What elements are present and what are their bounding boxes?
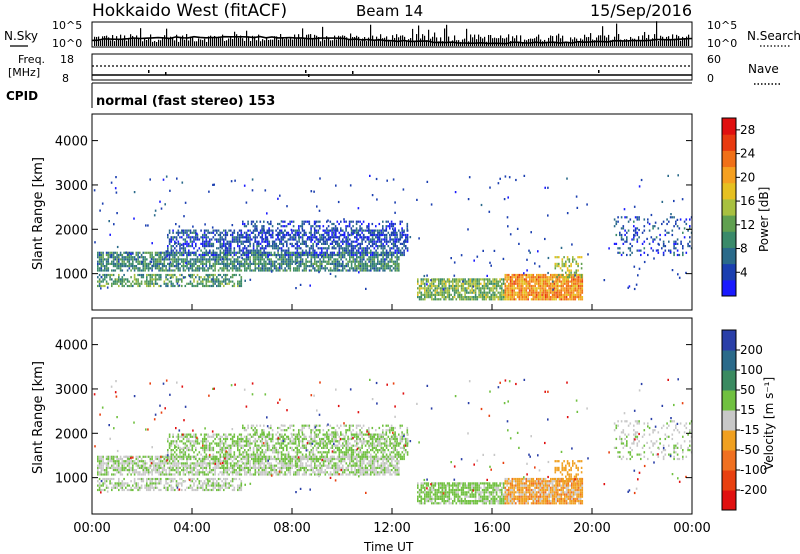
freq-tick-low: 8 bbox=[62, 72, 69, 85]
x-axis-label: Time UT bbox=[363, 540, 414, 554]
power-colorbar-swatch-6 bbox=[722, 182, 736, 200]
noise-tick-high-right: 10^5 bbox=[707, 19, 737, 32]
freq-unit: [MHz] bbox=[8, 66, 40, 79]
power-colorbar-label: Power [dB] bbox=[757, 187, 771, 252]
velocity-y-tick-label-0: 1000 bbox=[55, 472, 88, 487]
velocity-colorbar-tick-0: 200 bbox=[740, 343, 763, 357]
power-colorbar-tick-1: 8 bbox=[740, 242, 748, 256]
velocity-heatmap-cells bbox=[93, 378, 693, 505]
power-colorbar-swatch-5 bbox=[722, 198, 736, 216]
power-heatmap-cells bbox=[93, 174, 693, 301]
velocity-y-axis: 1000 2000 3000 4000 bbox=[55, 339, 692, 487]
velocity-colorbar-tick-2: 50 bbox=[740, 383, 755, 397]
power-panel: 1000 2000 3000 4000 bbox=[55, 113, 693, 311]
velocity-colorbar-swatch-2 bbox=[722, 450, 736, 471]
nave-tick-high: 60 bbox=[707, 53, 721, 66]
power-colorbar-swatch-3 bbox=[722, 231, 736, 248]
velocity-colorbar-tick-7: -200 bbox=[740, 483, 767, 497]
power-y-tick-label-2: 3000 bbox=[55, 179, 88, 194]
power-colorbar-tick-2: 12 bbox=[740, 218, 755, 232]
power-colorbar-tick-3: 16 bbox=[740, 194, 755, 208]
velocity-y-tick-label-2: 3000 bbox=[55, 383, 88, 398]
power-colorbar-tick-5: 24 bbox=[740, 147, 755, 161]
velocity-colorbar-label: Velocity [m s⁻¹] bbox=[762, 377, 776, 470]
x-tick-label-0: 00:00 bbox=[73, 521, 110, 536]
power-y-tick-label-3: 4000 bbox=[55, 135, 88, 150]
power-colorbar-swatch-7 bbox=[722, 166, 736, 184]
velocity-colorbar: 200 100 50 15 -15 -50 -100 -200 bbox=[721, 329, 767, 511]
time-x-axis: 00:00 04:00 08:00 12:00 16:00 20:00 00:00 bbox=[73, 304, 711, 536]
x-tick-label-1: 04:00 bbox=[173, 521, 210, 536]
nave-tick-low: 0 bbox=[707, 72, 714, 85]
power-colorbar-tick-0: 4 bbox=[740, 265, 748, 279]
velocity-colorbar-swatch-5 bbox=[722, 390, 736, 411]
x-tick-label-3: 12:00 bbox=[373, 521, 410, 536]
power-y-axis: 1000 2000 3000 4000 bbox=[55, 135, 692, 283]
velocity-colorbar-tick-1: 100 bbox=[740, 363, 763, 377]
velocity-colorbar-swatch-1 bbox=[722, 470, 736, 491]
velocity-y-tick-label-1: 2000 bbox=[55, 427, 88, 442]
beam-label: Beam 14 bbox=[356, 2, 423, 20]
power-colorbar-swatch-10 bbox=[722, 118, 736, 135]
power-y-tick-label-1: 2000 bbox=[55, 223, 88, 238]
velocity-panel: 1000 2000 3000 4000 bbox=[55, 317, 693, 515]
power-colorbar-swatch-9 bbox=[722, 134, 736, 151]
nsky-label: N.Sky bbox=[4, 29, 38, 43]
power-y-tick-label-0: 1000 bbox=[55, 268, 88, 283]
power-colorbar-swatch-0 bbox=[722, 279, 736, 297]
x-tick-label-6: 00:00 bbox=[673, 521, 710, 536]
power-colorbar-swatch-1 bbox=[722, 263, 736, 281]
cpid-label: CPID bbox=[6, 89, 38, 103]
velocity-colorbar-swatch-4 bbox=[722, 410, 736, 431]
nave-label: Nave bbox=[748, 62, 779, 76]
nsearch-label: N.Search bbox=[747, 29, 800, 43]
velocity-colorbar-swatch-0 bbox=[722, 490, 736, 511]
velocity-ylabel: Slant Range [km] bbox=[31, 361, 46, 474]
x-tick-label-4: 16:00 bbox=[473, 521, 510, 536]
noise-tick-low-left: 10^0 bbox=[52, 37, 82, 50]
nsearch-series bbox=[91, 35, 693, 45]
power-colorbar-swatch-4 bbox=[722, 215, 736, 232]
freq-label: Freq. bbox=[18, 53, 45, 66]
power-colorbar-swatch-2 bbox=[722, 247, 736, 265]
velocity-colorbar-tick-3: 15 bbox=[740, 403, 755, 417]
noise-tick-low-right: 10^0 bbox=[707, 37, 737, 50]
freq-panel bbox=[91, 53, 693, 81]
x-tick-label-5: 20:00 bbox=[573, 521, 610, 536]
noise-panel bbox=[91, 21, 693, 48]
x-tick-label-2: 08:00 bbox=[273, 521, 310, 536]
freq-tick-high: 18 bbox=[60, 53, 74, 66]
velocity-y-tick-label-3: 4000 bbox=[55, 339, 88, 354]
velocity-colorbar-swatch-6 bbox=[722, 370, 736, 391]
power-colorbar-tick-4: 20 bbox=[740, 170, 755, 184]
velocity-colorbar-swatch-8 bbox=[722, 330, 736, 351]
power-ylabel: Slant Range [km] bbox=[31, 157, 46, 270]
power-colorbar-tick-6: 28 bbox=[740, 123, 755, 137]
date-label: 15/Sep/2016 bbox=[590, 1, 692, 20]
velocity-colorbar-swatch-7 bbox=[722, 350, 736, 371]
station-title: Hokkaido West (fitACF) bbox=[92, 1, 287, 21]
velocity-colorbar-tick-4: -15 bbox=[740, 423, 760, 437]
velocity-colorbar-swatch-3 bbox=[722, 430, 736, 451]
power-colorbar-swatch-8 bbox=[722, 150, 736, 168]
power-colorbar: 4 8 12 16 20 24 28 bbox=[721, 117, 755, 297]
noise-tick-high-left: 10^5 bbox=[52, 19, 82, 32]
cpid-text: normal (fast stereo) 153 bbox=[96, 94, 275, 109]
velocity-colorbar-tick-5: -50 bbox=[740, 443, 760, 457]
velocity-colorbar-tick-6: -100 bbox=[740, 463, 767, 477]
nave-series bbox=[148, 70, 600, 77]
